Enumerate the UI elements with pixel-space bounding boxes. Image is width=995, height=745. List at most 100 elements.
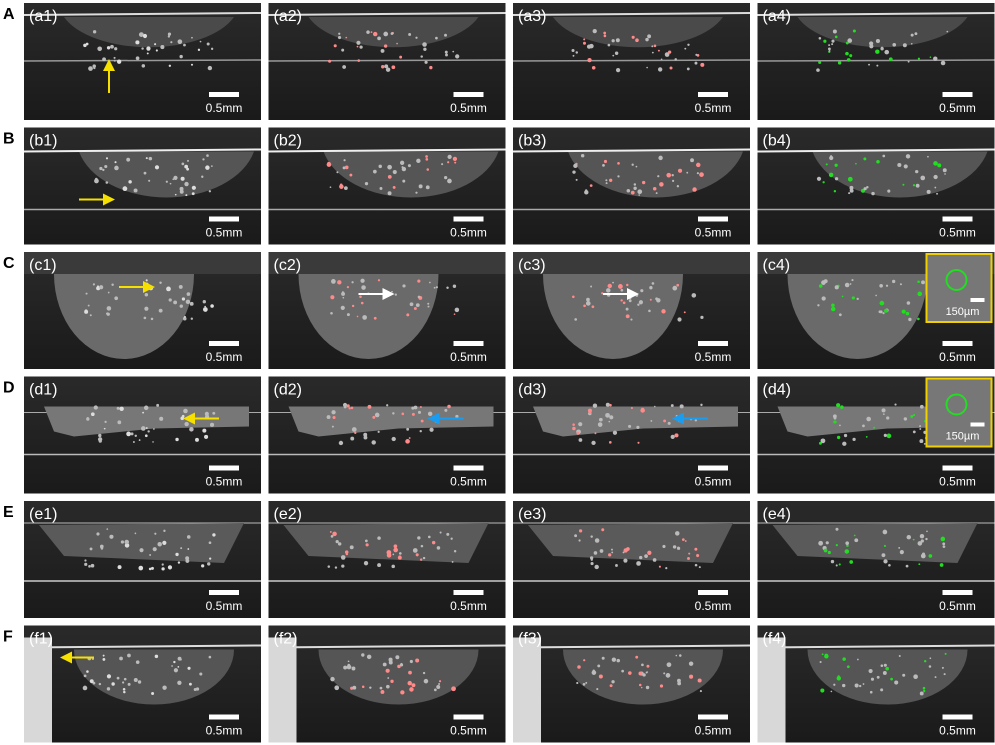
speckle <box>407 680 412 686</box>
speckle <box>665 567 668 570</box>
speckle <box>818 60 822 64</box>
speckle <box>664 52 670 57</box>
speckle <box>132 441 135 443</box>
speckle <box>340 555 346 560</box>
speckle <box>391 65 396 70</box>
scale-label: 0.5mm <box>206 101 243 115</box>
speckle <box>124 543 130 548</box>
sample <box>553 17 723 48</box>
speckle <box>633 183 637 186</box>
speckle <box>593 551 598 555</box>
speckle <box>650 420 653 422</box>
speckle <box>849 188 854 193</box>
speckle <box>868 63 870 66</box>
speckle <box>696 172 699 175</box>
speckle <box>363 561 369 566</box>
speckle <box>694 547 698 551</box>
speckle <box>433 688 437 692</box>
scale-bar <box>698 465 728 471</box>
speckle <box>831 39 835 43</box>
speckle <box>943 673 946 676</box>
speckle <box>204 434 209 439</box>
surface-line <box>24 644 261 649</box>
speckle <box>617 162 620 165</box>
speckle <box>402 179 406 183</box>
speckle <box>402 284 406 288</box>
speckle <box>351 427 357 432</box>
speckle <box>628 299 632 303</box>
speckle <box>429 427 434 432</box>
speckle <box>385 684 390 689</box>
speckle <box>147 430 150 433</box>
speckle <box>923 660 927 663</box>
speckle <box>356 40 361 45</box>
speckle <box>137 680 142 684</box>
speckle <box>645 685 650 690</box>
speckle <box>184 315 186 318</box>
speckle <box>876 159 880 164</box>
panel-label: (d1) <box>29 382 57 399</box>
speckle <box>331 425 334 428</box>
sample <box>298 274 439 359</box>
speckle <box>177 680 182 685</box>
speckle <box>187 666 191 670</box>
speckle <box>906 534 912 540</box>
speckle <box>144 306 149 311</box>
speckle <box>113 59 116 62</box>
speckle <box>885 284 889 287</box>
speckle <box>642 673 646 677</box>
speckle <box>148 179 151 182</box>
speckle <box>337 35 342 40</box>
speckle <box>438 680 442 683</box>
speckle <box>134 434 137 438</box>
speckle <box>941 666 944 669</box>
speckle <box>919 428 922 430</box>
speckle <box>594 564 599 570</box>
speckle <box>188 682 192 686</box>
row-letter: D <box>3 380 15 397</box>
speckle <box>830 690 833 693</box>
image-panel: (f2) 0.5mm <box>268 625 506 743</box>
speckle <box>686 67 690 71</box>
speckle <box>441 163 444 166</box>
speckle <box>334 685 340 691</box>
speckle <box>590 561 594 566</box>
speckle <box>933 56 938 61</box>
image-panel: (e1) 0.5mm <box>24 501 261 618</box>
speckle <box>592 403 598 408</box>
speckle <box>605 412 610 418</box>
speckle <box>208 190 212 193</box>
image-panel: (d3) 0.5mm <box>513 376 750 494</box>
speckle <box>609 178 613 182</box>
speckle <box>635 165 638 168</box>
speckle <box>866 416 871 422</box>
speckle <box>923 443 926 445</box>
speckle <box>453 313 456 315</box>
speckle <box>820 688 825 693</box>
speckle <box>338 32 341 35</box>
speckle <box>666 662 672 668</box>
speckle <box>822 181 825 184</box>
speckle <box>926 530 928 533</box>
speckle <box>169 182 172 185</box>
speckle <box>883 544 887 548</box>
speckle <box>592 28 597 34</box>
panel-label: (b3) <box>518 133 546 150</box>
speckle <box>818 540 824 546</box>
speckle <box>637 303 640 306</box>
speckle <box>370 31 373 33</box>
speckle <box>853 534 856 537</box>
speckle <box>411 412 415 416</box>
speckle <box>601 656 605 660</box>
speckle <box>138 32 144 37</box>
speckle <box>651 45 654 48</box>
speckle <box>601 292 604 295</box>
speckle <box>400 690 405 695</box>
speckle <box>591 440 596 446</box>
speckle <box>674 58 677 61</box>
speckle <box>875 294 877 297</box>
scale-bar <box>942 714 973 720</box>
speckle <box>880 688 884 692</box>
speckle <box>92 681 96 685</box>
speckle <box>330 295 335 300</box>
